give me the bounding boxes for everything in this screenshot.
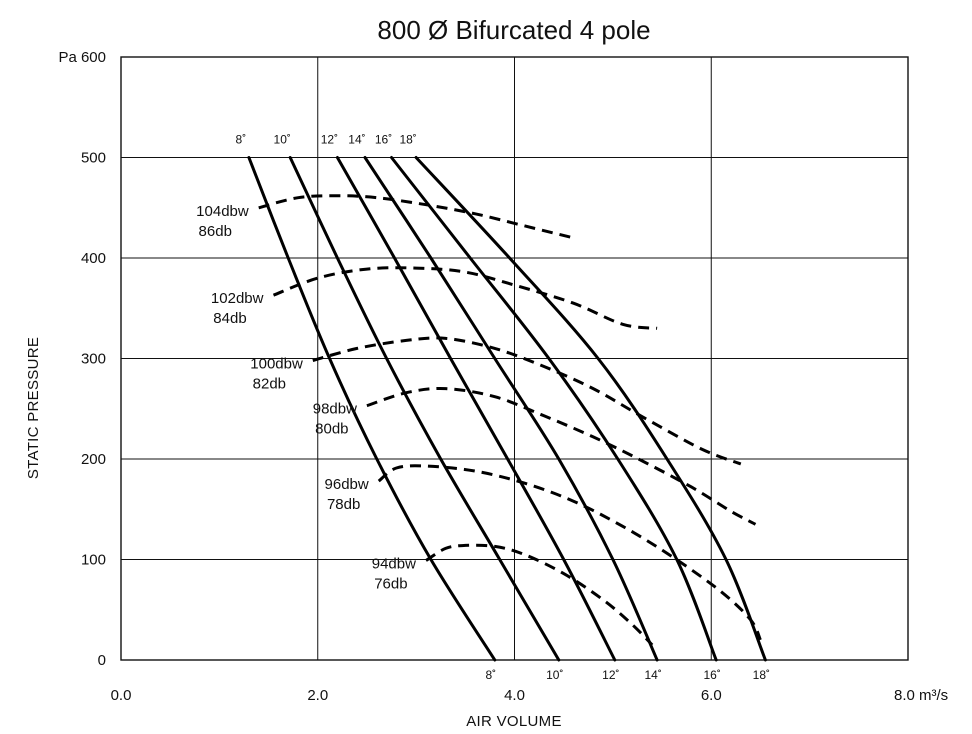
fan-curve — [414, 156, 767, 662]
fan-curve-bottom-label: 16˚ — [703, 668, 720, 682]
x-axis-title: AIR VOLUME — [466, 713, 562, 730]
noise-curve-label-2: 80db — [315, 421, 348, 438]
grid-lines — [121, 57, 908, 660]
y-tick-label: 0 — [98, 652, 106, 669]
fan-curve-bottom-label: 8˚ — [485, 668, 496, 682]
y-tick-label: 400 — [81, 250, 106, 267]
noise-curve-label: 94dbw — [372, 556, 416, 573]
x-tick-label: 6.0 — [701, 687, 722, 704]
noise-curve-label-2: 84db — [213, 310, 246, 327]
y-tick-label: 200 — [81, 451, 106, 468]
noise-curve-label: 98dbw — [313, 401, 357, 418]
noise-curve-label-2: 86db — [199, 223, 232, 240]
noise-curve — [312, 336, 742, 466]
y-tick-label: 100 — [81, 552, 106, 569]
noise-curve — [366, 386, 757, 526]
fan-curve — [288, 156, 561, 662]
y-tick-label: Pa 600 — [58, 49, 106, 66]
noise-curve — [425, 543, 654, 646]
noise-curve-label-2: 82db — [253, 376, 286, 393]
fan-curve-top-label: 10˚ — [274, 133, 291, 147]
x-tick-label: 0.0 — [111, 687, 132, 704]
noise-curve-label-2: 78db — [327, 496, 360, 513]
x-tick-label: 4.0 — [504, 687, 525, 704]
fan-curve-top-label: 8˚ — [236, 133, 247, 147]
fan-curve — [247, 156, 497, 662]
noise-curve-label-2: 76db — [374, 576, 407, 593]
fan-curve-bottom-label: 18˚ — [753, 668, 770, 682]
noise-curve — [272, 266, 658, 330]
fan-curve-bottom-label: 12˚ — [602, 668, 619, 682]
noise-curve-label: 96dbw — [325, 476, 369, 493]
curve-labels: 104dbw 86db 102dbw 84db 100dbw 82db 98dbw 80db 9… — [196, 133, 770, 683]
x-tick-label: 8.0 m³/s — [894, 687, 948, 704]
fan-curve-top-label: 18˚ — [399, 133, 416, 147]
noise-curve — [258, 194, 574, 240]
y-tick-label: 300 — [81, 351, 106, 368]
x-axis-ticks: 0.0 2.0 4.0 6.0 8.0 m³/s — [111, 687, 949, 704]
chart-title: 800 Ø Bifurcated 4 pole — [377, 15, 650, 45]
fan-curve — [335, 156, 617, 662]
noise-curve-label: 100dbw — [250, 356, 303, 373]
plot-frame — [120, 56, 909, 661]
fan-curve — [363, 156, 659, 662]
y-axis-title: STATIC PRESSURE — [25, 337, 42, 479]
fan-curve-top-label: 14˚ — [348, 133, 365, 147]
noise-curve-label: 104dbw — [196, 203, 249, 220]
fan-curve-top-label: 12˚ — [321, 133, 338, 147]
fan-curve — [390, 156, 718, 662]
fan-curve-bottom-label: 10˚ — [546, 668, 563, 682]
y-tick-label: 500 — [81, 150, 106, 167]
noise-curve — [377, 464, 762, 641]
noise-curves — [258, 194, 762, 646]
x-tick-label: 2.0 — [307, 687, 328, 704]
y-axis-ticks: 0 100 200 300 400 500 Pa 600 — [58, 49, 106, 669]
noise-curve-label: 102dbw — [211, 290, 264, 307]
fan-curves — [247, 156, 767, 662]
fan-curve-bottom-label: 14˚ — [644, 668, 661, 682]
fan-curve-top-label: 16˚ — [375, 133, 392, 147]
